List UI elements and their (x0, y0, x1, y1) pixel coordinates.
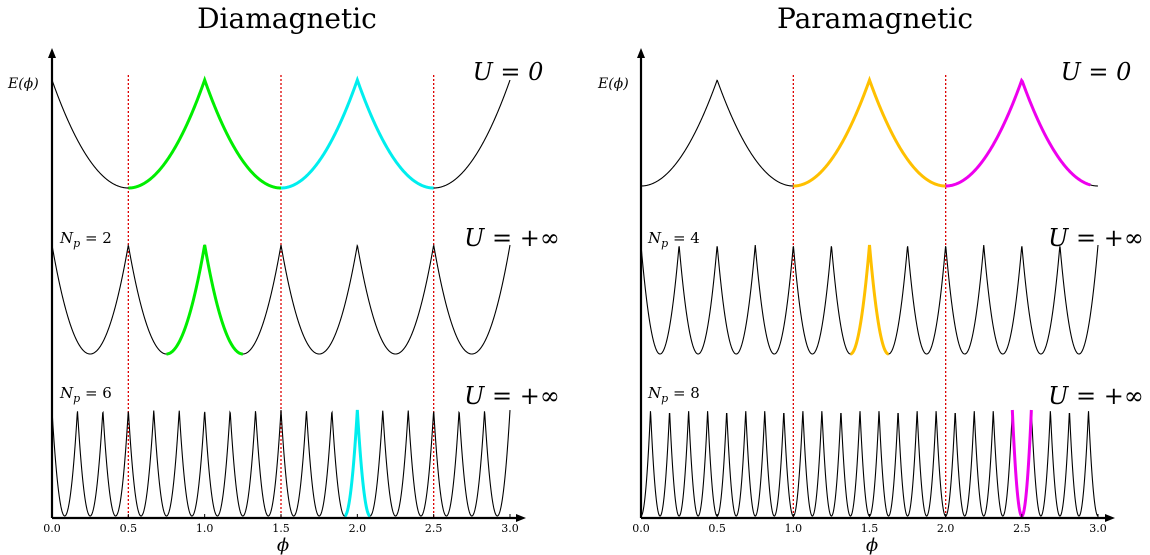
highlighted-branch (793, 75, 946, 188)
x-axis-label: ϕ (866, 535, 878, 555)
np-label-row-3: Np = 8 (647, 384, 700, 405)
highlighted-branch (945, 77, 1091, 188)
x-tick-label: 0.5 (708, 522, 726, 535)
np-label-row-3: Np = 6 (59, 384, 112, 405)
y-axis-arrow (637, 48, 645, 58)
x-tick-label: 1.0 (785, 522, 803, 535)
np-label-row-2: Np = 4 (647, 229, 700, 250)
highlighted-branch (128, 75, 282, 190)
energy-curve-row-1 (641, 78, 1098, 187)
y-axis-label: E(ϕ) (597, 76, 629, 92)
x-tick-labels: 0.0 0.5 1.0 1.5 2.0 2.5 3.0 (632, 514, 1107, 535)
x-tick-label: 1.5 (861, 522, 879, 535)
np-label-row-2: Np = 2 (59, 229, 112, 250)
x-tick-label: 0.0 (632, 522, 650, 535)
x-axis-arrow (516, 514, 526, 522)
highlighted-branch (166, 244, 243, 356)
x-axis-label: ϕ (277, 535, 289, 555)
highlighted-branch (280, 75, 434, 190)
y-axis-label: E(ϕ) (7, 76, 39, 92)
u-label-row-3: U = +∞ (464, 382, 560, 410)
u-label-row-1: U = 0 (473, 58, 544, 86)
y-axis-arrow (48, 48, 56, 58)
x-tick-label: 0.0 (43, 522, 61, 535)
highlighted-branch (850, 244, 889, 356)
u-label-row-2: U = +∞ (464, 224, 560, 252)
panel-title: Paramagnetic (777, 2, 973, 35)
paramagnetic-panel: Paramagnetic E(ϕ) ϕ U = 0 U = +∞ U = +∞ … (597, 2, 1144, 555)
energy-curve-row-3 (51, 409, 511, 517)
energy-curve-row-2 (51, 243, 511, 355)
curves (48, 48, 526, 522)
diamagnetic-panel: Diamagnetic E(ϕ) ϕ U = 0 U = +∞ U = +∞ N… (7, 2, 560, 555)
x-tick-label: 2.5 (1013, 522, 1031, 535)
x-tick-label: 1.0 (196, 522, 214, 535)
panel-title: Diamagnetic (197, 2, 377, 35)
x-tick-labels: 0.0 0.5 1.0 1.5 2.0 2.5 3.0 (43, 514, 519, 535)
u-label-row-1: U = 0 (1061, 58, 1132, 86)
x-tick-label: 1.5 (272, 522, 290, 535)
x-axis-arrow (1105, 514, 1115, 522)
u-label-row-2: U = +∞ (1048, 224, 1144, 252)
highlighted-branch (344, 409, 371, 518)
curves (637, 48, 1115, 522)
u-label-row-3: U = +∞ (1048, 382, 1144, 410)
x-tick-label: 2.5 (425, 522, 443, 535)
x-tick-label: 2.0 (937, 522, 955, 535)
x-tick-label: 2.0 (349, 522, 367, 535)
x-tick-label: 3.0 (501, 522, 519, 535)
x-tick-label: 0.5 (120, 522, 138, 535)
x-tick-label: 3.0 (1089, 522, 1107, 535)
highlighted-branch (1010, 409, 1033, 518)
